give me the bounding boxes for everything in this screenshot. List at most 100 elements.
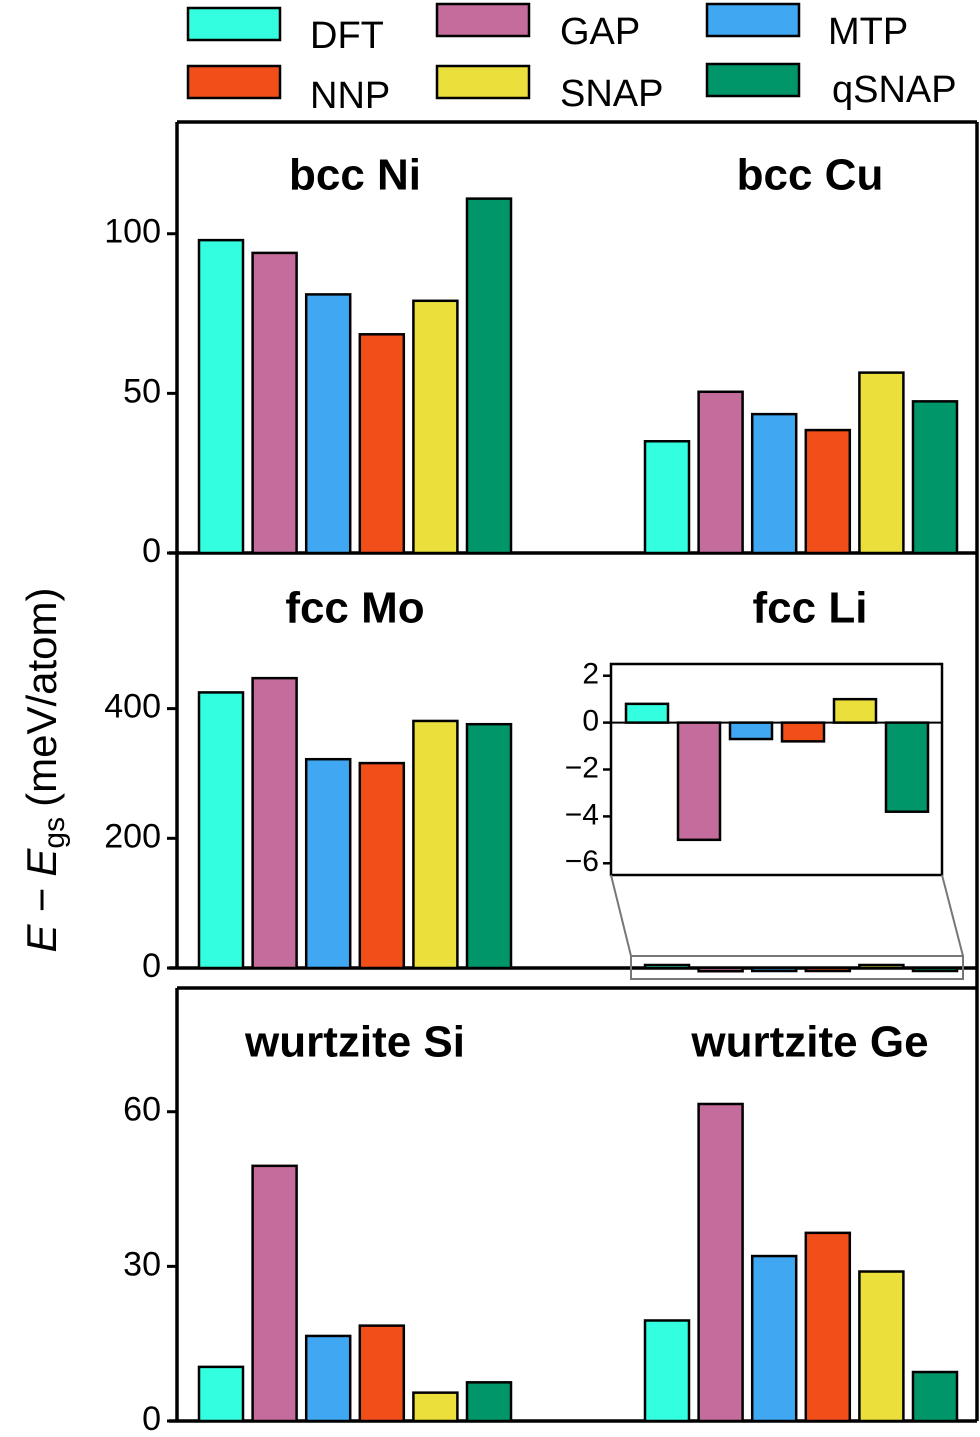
legend-label: GAP bbox=[560, 11, 640, 53]
inset-y-tick-label: −4 bbox=[565, 798, 599, 831]
bar-nnp bbox=[804, 428, 852, 555]
group-wurtzite-si: wurtzite Si bbox=[197, 1018, 513, 1423]
y-tick-label: 60 bbox=[123, 1091, 161, 1129]
bar-nnp bbox=[804, 1231, 852, 1423]
bar-nnp bbox=[804, 966, 852, 973]
legend-item-mtp: MTP bbox=[705, 2, 908, 53]
inset-y-tick-label: −2 bbox=[565, 751, 599, 784]
legend-item-gap: GAP bbox=[435, 2, 640, 53]
bar-dft bbox=[643, 963, 691, 970]
panel-title: bcc Cu bbox=[737, 151, 884, 200]
bar-gap bbox=[697, 1102, 744, 1423]
legend-label: qSNAP bbox=[832, 69, 957, 111]
y-tick-label: 50 bbox=[123, 372, 161, 410]
bar-nnp bbox=[358, 333, 406, 555]
legend-swatch bbox=[186, 6, 282, 42]
inset-bar-gap bbox=[676, 721, 722, 842]
bar-nnp bbox=[358, 1324, 406, 1423]
legend-swatch bbox=[705, 62, 801, 98]
group-fcc-mo: fcc Mo bbox=[197, 584, 513, 970]
y-tick-label: 200 bbox=[104, 817, 161, 855]
bar-mtp bbox=[304, 1334, 352, 1423]
panel-row-2: 0 200 400 fcc Mo fcc Li −6 −4 −2 0 2 bbox=[104, 553, 977, 985]
bar-qsnap bbox=[911, 1370, 959, 1423]
y-tick-label: 0 bbox=[142, 947, 161, 985]
bar-snap bbox=[858, 371, 905, 555]
y-tick-label: 100 bbox=[104, 213, 161, 251]
bar-snap bbox=[858, 963, 905, 970]
zoom-connector-left bbox=[610, 874, 632, 957]
inset-bar-nnp bbox=[780, 721, 826, 743]
bar-mtp bbox=[750, 966, 798, 973]
panel-title: fcc Mo bbox=[285, 584, 424, 633]
legend-label: SNAP bbox=[560, 73, 663, 115]
inset-y-tick-label: −6 bbox=[565, 845, 599, 878]
inset-bar-qsnap bbox=[884, 721, 930, 813]
bar-mtp bbox=[304, 293, 352, 555]
group-bcc-ni: bcc Ni bbox=[197, 151, 513, 555]
zoom-connector-right bbox=[941, 874, 964, 957]
bar-snap bbox=[412, 1391, 459, 1423]
bar-snap bbox=[412, 299, 459, 555]
y-axis-label-subscript: gs bbox=[38, 817, 71, 849]
bar-gap bbox=[697, 390, 744, 555]
legend: DFT GAP MTP NNP SNAP qSNAP bbox=[186, 2, 957, 117]
bar-dft bbox=[197, 1365, 245, 1423]
svg-text:E − Egs(meV/atom): E − Egs (meV/atom) bbox=[18, 588, 71, 953]
inset-y-tick-label: 2 bbox=[582, 658, 599, 691]
y-tick-label: 400 bbox=[104, 688, 161, 726]
y-tick-label: 0 bbox=[142, 532, 161, 570]
panel-title: wurtzite Ge bbox=[690, 1018, 928, 1067]
bar-mtp bbox=[750, 412, 798, 555]
inset-y-tick-label: 0 bbox=[582, 705, 599, 738]
legend-item-nnp: NNP bbox=[186, 64, 390, 117]
group-wurtzite-ge: wurtzite Ge bbox=[643, 1018, 959, 1423]
bar-gap bbox=[251, 1164, 298, 1423]
inset-bar-dft bbox=[624, 702, 670, 724]
panel-title: wurtzite Si bbox=[244, 1018, 465, 1067]
panel-row-3: 0 30 60 wurtzite Si wurtzite Ge bbox=[123, 988, 977, 1437]
inset: −6 −4 −2 0 2 bbox=[565, 658, 964, 980]
legend-swatch bbox=[705, 2, 801, 38]
group-bcc-cu: bcc Cu bbox=[643, 151, 959, 555]
y-tick-label: 0 bbox=[142, 1400, 161, 1437]
group-fcc-li: fcc Li −6 −4 −2 0 2 bbox=[565, 584, 964, 980]
y-axis-label-unit: (meV/atom) bbox=[18, 588, 65, 807]
bar-dft bbox=[643, 1319, 691, 1423]
bar-gap bbox=[697, 966, 744, 973]
inset-bar-mtp bbox=[728, 721, 774, 741]
bar-snap bbox=[412, 719, 459, 970]
panel-title: bcc Ni bbox=[289, 151, 421, 200]
legend-label: NNP bbox=[310, 75, 390, 117]
legend-label: MTP bbox=[828, 11, 908, 53]
bar-qsnap bbox=[911, 400, 959, 555]
zoom-region bbox=[630, 955, 964, 980]
y-axis-label: E − Egs (meV/atom) bbox=[18, 588, 71, 953]
y-axis-label-main: E − E bbox=[18, 848, 65, 953]
bar-qsnap bbox=[465, 722, 513, 970]
inset-bar-snap bbox=[832, 697, 878, 724]
bar-gap bbox=[251, 251, 298, 555]
bar-gap bbox=[251, 676, 298, 970]
legend-swatch bbox=[435, 64, 531, 100]
y-tick-label: 30 bbox=[123, 1245, 161, 1283]
bar-qsnap bbox=[911, 966, 959, 973]
bar-mtp bbox=[304, 757, 352, 970]
bar-dft bbox=[197, 238, 245, 555]
bar-mtp bbox=[750, 1254, 798, 1423]
legend-item-snap: SNAP bbox=[435, 64, 663, 115]
bar-nnp bbox=[358, 761, 406, 970]
bar-dft bbox=[197, 691, 245, 970]
panel-row-1: 0 50 100 bcc Ni bcc Cu bbox=[104, 122, 977, 570]
bar-dft bbox=[643, 440, 691, 555]
legend-label: DFT bbox=[310, 15, 384, 57]
bar-qsnap bbox=[465, 1381, 513, 1423]
bar-snap bbox=[858, 1270, 905, 1423]
legend-item-dft: DFT bbox=[186, 6, 384, 57]
legend-item-qsnap: qSNAP bbox=[705, 62, 957, 111]
legend-swatch bbox=[435, 2, 531, 38]
panel-title: fcc Li bbox=[753, 584, 868, 633]
legend-swatch bbox=[186, 64, 282, 100]
